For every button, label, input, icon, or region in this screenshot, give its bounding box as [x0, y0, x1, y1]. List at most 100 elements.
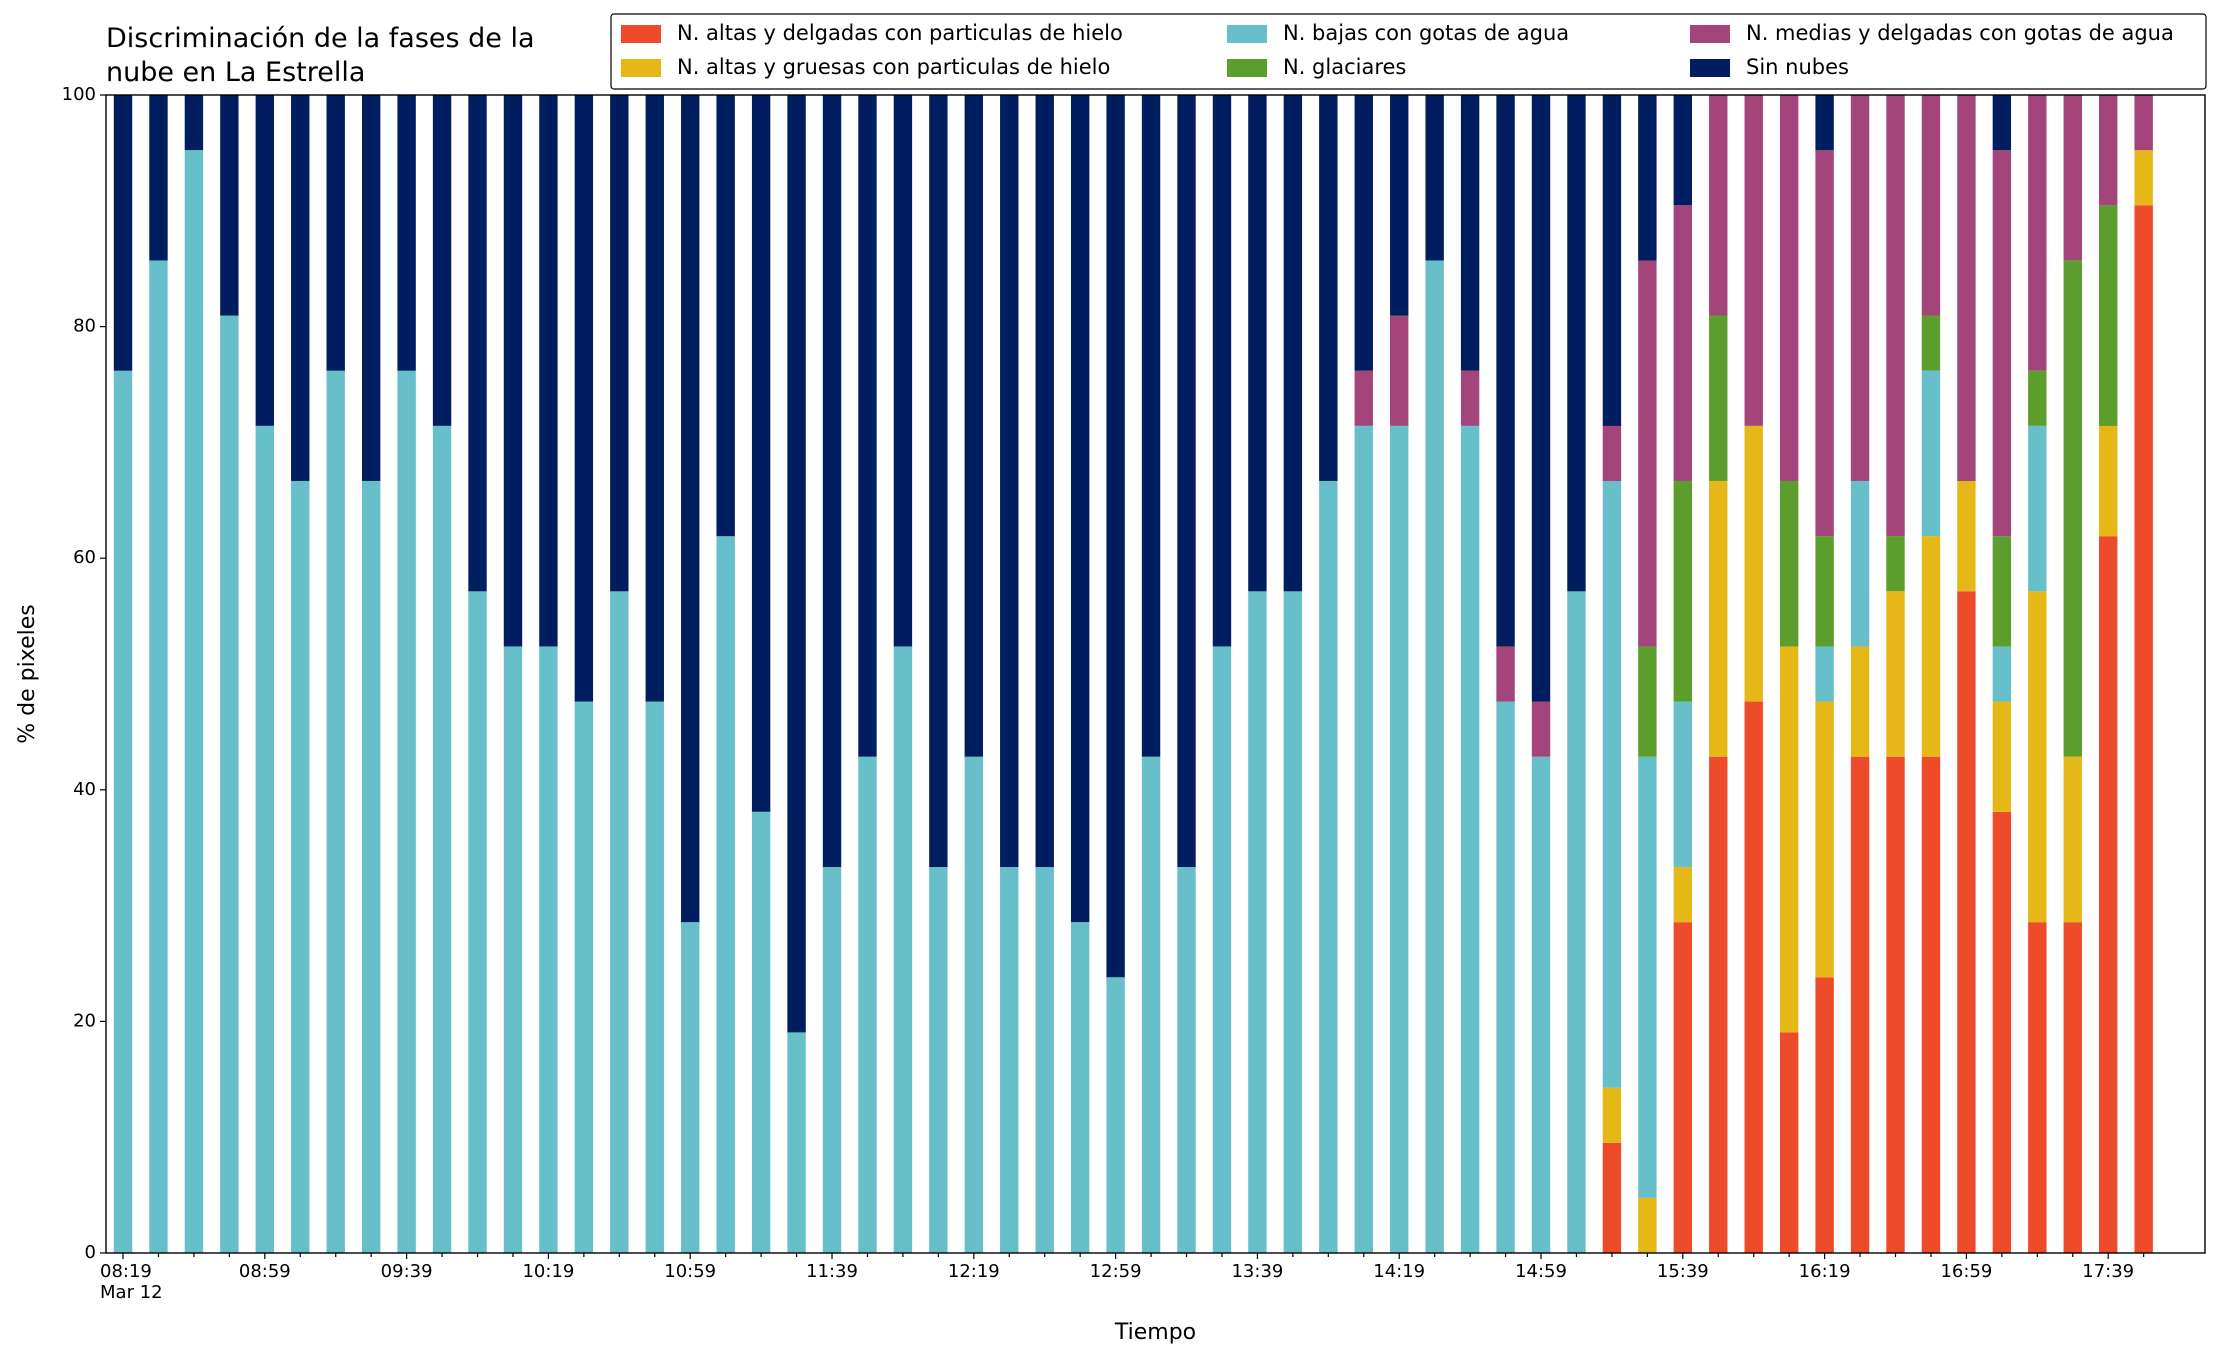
legend-swatch	[1227, 59, 1267, 77]
bar-segment	[1744, 95, 1763, 426]
bar-segment	[645, 701, 664, 1253]
bar-segment	[503, 95, 523, 647]
bar-segment	[1921, 756, 1941, 1253]
bar-segment	[1496, 701, 1515, 1253]
legend-box	[610, 13, 2207, 90]
bar-segment	[716, 536, 735, 1253]
bar-segment	[1638, 1197, 1657, 1253]
bar-segment	[1638, 260, 1657, 647]
x-tick-label: 17:39	[2082, 1261, 2135, 1282]
bar-segment	[255, 95, 275, 426]
bar-segment	[2028, 591, 2047, 923]
bar-segment	[113, 95, 133, 371]
bar-segment	[432, 95, 452, 426]
bar-segment	[645, 95, 664, 702]
bar-segment	[1390, 95, 1409, 316]
bar-segment	[1992, 646, 2012, 702]
bar-segment	[1886, 591, 1905, 757]
x-tick-label: 11:39	[806, 1261, 858, 1282]
bar-segment	[1921, 315, 1941, 371]
bar-segment	[1248, 95, 1267, 592]
bar-segment	[1106, 95, 1125, 978]
legend-label: Sin nubes	[1746, 55, 1849, 79]
bar-segment	[1709, 756, 1728, 1253]
bar-segment	[1850, 756, 1870, 1253]
x-axis-label: Tiempo	[1114, 1320, 1196, 1345]
bar-segment	[1744, 701, 1763, 1253]
bar-segment	[1638, 756, 1657, 1198]
bar-segment	[1390, 315, 1409, 426]
bar-segment	[2063, 922, 2082, 1253]
bar-segment	[1638, 95, 1657, 261]
legend-swatch	[1690, 25, 1730, 43]
bar-segment	[574, 95, 594, 702]
bar-segment	[1992, 811, 2012, 1253]
bar-segment	[787, 1032, 806, 1253]
bar-segment	[539, 95, 558, 647]
bar-segment	[964, 95, 984, 757]
bar-segment	[539, 646, 558, 1253]
legend-label: N. glaciares	[1283, 55, 1406, 79]
bar-segment	[1779, 646, 1799, 1033]
bar-segment	[858, 95, 877, 757]
bar-segment	[1957, 95, 1976, 482]
bar-segment	[2028, 95, 2047, 371]
y-tick-label: 40	[73, 779, 96, 800]
x-tick-label: 12:59	[1089, 1261, 1142, 1282]
bar-segment	[468, 95, 487, 592]
bar-segment	[1000, 867, 1019, 1253]
x-tick-label: 15:39	[1656, 1261, 1709, 1282]
bar-segment	[220, 315, 239, 1253]
bar-segment	[1815, 536, 1834, 647]
bar-segment	[326, 370, 345, 1253]
bar-segment	[326, 95, 345, 371]
bar-segment	[1567, 95, 1586, 592]
bar-segment	[1283, 591, 1303, 1253]
bar-segment	[1957, 591, 1976, 1253]
bar-segment	[1602, 1142, 1622, 1253]
bar-segment	[1602, 95, 1622, 426]
bar-segment	[1496, 95, 1515, 647]
bar-segment	[751, 95, 771, 812]
bar-segment	[1921, 94, 1941, 316]
y-tick-label: 0	[85, 1242, 96, 1263]
bar-segment	[397, 95, 416, 371]
bar-segment	[1815, 646, 1834, 702]
bar-segment	[1815, 150, 1834, 537]
bar-segment	[113, 370, 133, 1253]
bar-segment	[1319, 95, 1338, 481]
bar-segment	[2063, 94, 2082, 261]
bar-segment	[1921, 536, 1941, 757]
bar-segment	[1850, 646, 1870, 757]
x-tick-label: 13:39	[1231, 1261, 1284, 1282]
bar-segment	[893, 646, 913, 1253]
y-tick-label: 80	[73, 316, 96, 337]
bar-segment	[681, 922, 700, 1253]
bar-segment	[1531, 701, 1551, 757]
bar-segment	[1354, 95, 1373, 371]
bar-segment	[1779, 95, 1799, 481]
bar-segment	[397, 370, 416, 1253]
x-tick-label: 14:19	[1373, 1261, 1426, 1282]
bar-segment	[1992, 150, 2012, 537]
bar-segment	[2028, 922, 2047, 1253]
bar-segment	[1035, 95, 1054, 868]
legend-swatch	[621, 59, 661, 77]
bar-segment	[291, 95, 310, 481]
x-tick-label: 10:59	[664, 1261, 717, 1282]
bar-segment	[716, 95, 735, 537]
bar-segment	[893, 95, 913, 647]
bar-segment	[2099, 536, 2118, 1253]
bar-segment	[184, 95, 204, 151]
bar-segment	[1141, 756, 1161, 1253]
bar-segment	[1354, 425, 1373, 1254]
bar-segment	[1779, 480, 1799, 647]
bar-segment	[610, 95, 629, 592]
bar-segment	[1921, 370, 1941, 537]
bar-segment	[2134, 150, 2153, 206]
bar-segment	[1460, 95, 1480, 371]
bar-segment	[1673, 205, 1693, 481]
bar-segment	[574, 701, 594, 1253]
bar-segment	[2028, 370, 2047, 426]
